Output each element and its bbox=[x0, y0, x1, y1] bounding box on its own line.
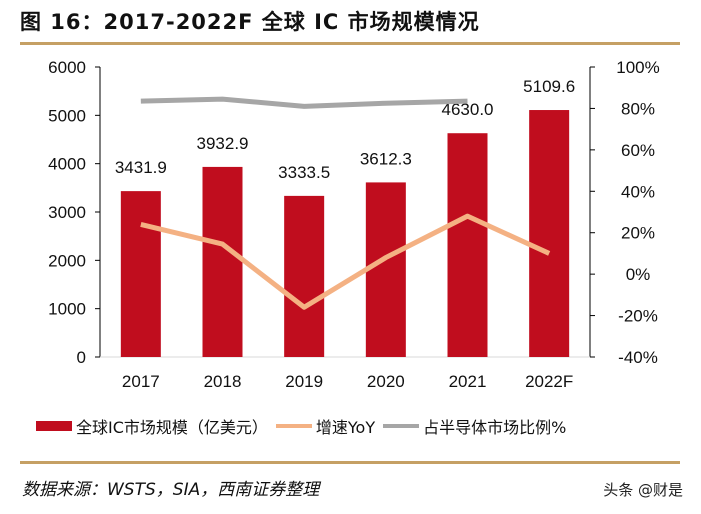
bar bbox=[120, 191, 161, 357]
title-rule bbox=[20, 42, 680, 45]
left-axis-tick-label: 0 bbox=[77, 348, 86, 367]
legend-swatch-yoy bbox=[275, 424, 312, 428]
legend-label: 全球IC市场规模（亿美元） bbox=[76, 418, 268, 437]
right-axis-tick-label: 60% bbox=[621, 141, 655, 160]
x-axis-tick-label: 2020 bbox=[367, 372, 405, 391]
share-line bbox=[140, 96, 468, 109]
bar-data-label: 4630.0 bbox=[442, 100, 494, 119]
x-axis-tick-label: 2022F bbox=[525, 372, 573, 391]
watermark: 头条 @财是 bbox=[603, 481, 683, 499]
legend: 全球IC市场规模（亿美元） 增速YoY 占半导体市场比例% bbox=[36, 414, 574, 438]
bar bbox=[529, 110, 570, 357]
right-axis-tick-label: 80% bbox=[621, 99, 655, 118]
yoy-line bbox=[140, 213, 551, 310]
right-axis-tick-label: 0% bbox=[626, 265, 651, 284]
bar-data-label: 3431.9 bbox=[115, 158, 167, 177]
x-axis-tick-label: 2018 bbox=[204, 372, 242, 391]
legend-item-yoy: 增速YoY bbox=[275, 414, 376, 438]
bar bbox=[284, 195, 325, 357]
bar-data-label: 3932.9 bbox=[197, 134, 249, 153]
bar-data-label: 5109.6 bbox=[523, 77, 575, 96]
legend-label: 占半导体市场比例% bbox=[423, 418, 567, 437]
legend-swatch-bar bbox=[36, 421, 72, 431]
bar bbox=[202, 166, 243, 357]
bar-data-label: 3612.3 bbox=[360, 149, 412, 168]
right-axis-tick-label: 40% bbox=[621, 182, 655, 201]
right-axis-tick-label: -20% bbox=[618, 307, 658, 326]
right-axis-tick-label: -40% bbox=[618, 348, 658, 367]
left-axis-tick-label: 2000 bbox=[48, 251, 86, 270]
x-axis-tick-label: 2021 bbox=[449, 372, 487, 391]
right-axis-tick-label: 20% bbox=[621, 224, 655, 243]
legend-label: 增速YoY bbox=[315, 418, 376, 437]
chart: 0 1000 2000 3000 4000 5000 6000 -40% -20% 0% 20% 40… bbox=[48, 58, 660, 391]
legend-swatch-share bbox=[383, 424, 420, 428]
source-note: 数据来源：WSTS，SIA，西南证券整理 bbox=[22, 480, 320, 500]
bar bbox=[365, 182, 406, 357]
bar bbox=[447, 133, 488, 357]
x-axis-tick-label: 2017 bbox=[122, 372, 160, 391]
legend-item-share: 占半导体市场比例% bbox=[383, 414, 566, 438]
source-rule bbox=[20, 461, 680, 464]
left-axis-tick-label: 3000 bbox=[48, 203, 86, 222]
left-axis-tick-label: 5000 bbox=[48, 106, 86, 125]
legend-item-market-size: 全球IC市场规模（亿美元） bbox=[36, 414, 268, 438]
bar-data-label: 3333.5 bbox=[278, 163, 330, 182]
chart-title: 图 16：2017-2022F 全球 IC 市场规模情况 bbox=[20, 10, 480, 34]
x-axis-tick-label: 2019 bbox=[285, 372, 323, 391]
left-axis-tick-label: 1000 bbox=[48, 300, 86, 319]
left-axis-tick-label: 4000 bbox=[48, 155, 86, 174]
right-axis-tick-label: 100% bbox=[616, 58, 659, 77]
left-axis-tick-label: 6000 bbox=[48, 58, 86, 77]
